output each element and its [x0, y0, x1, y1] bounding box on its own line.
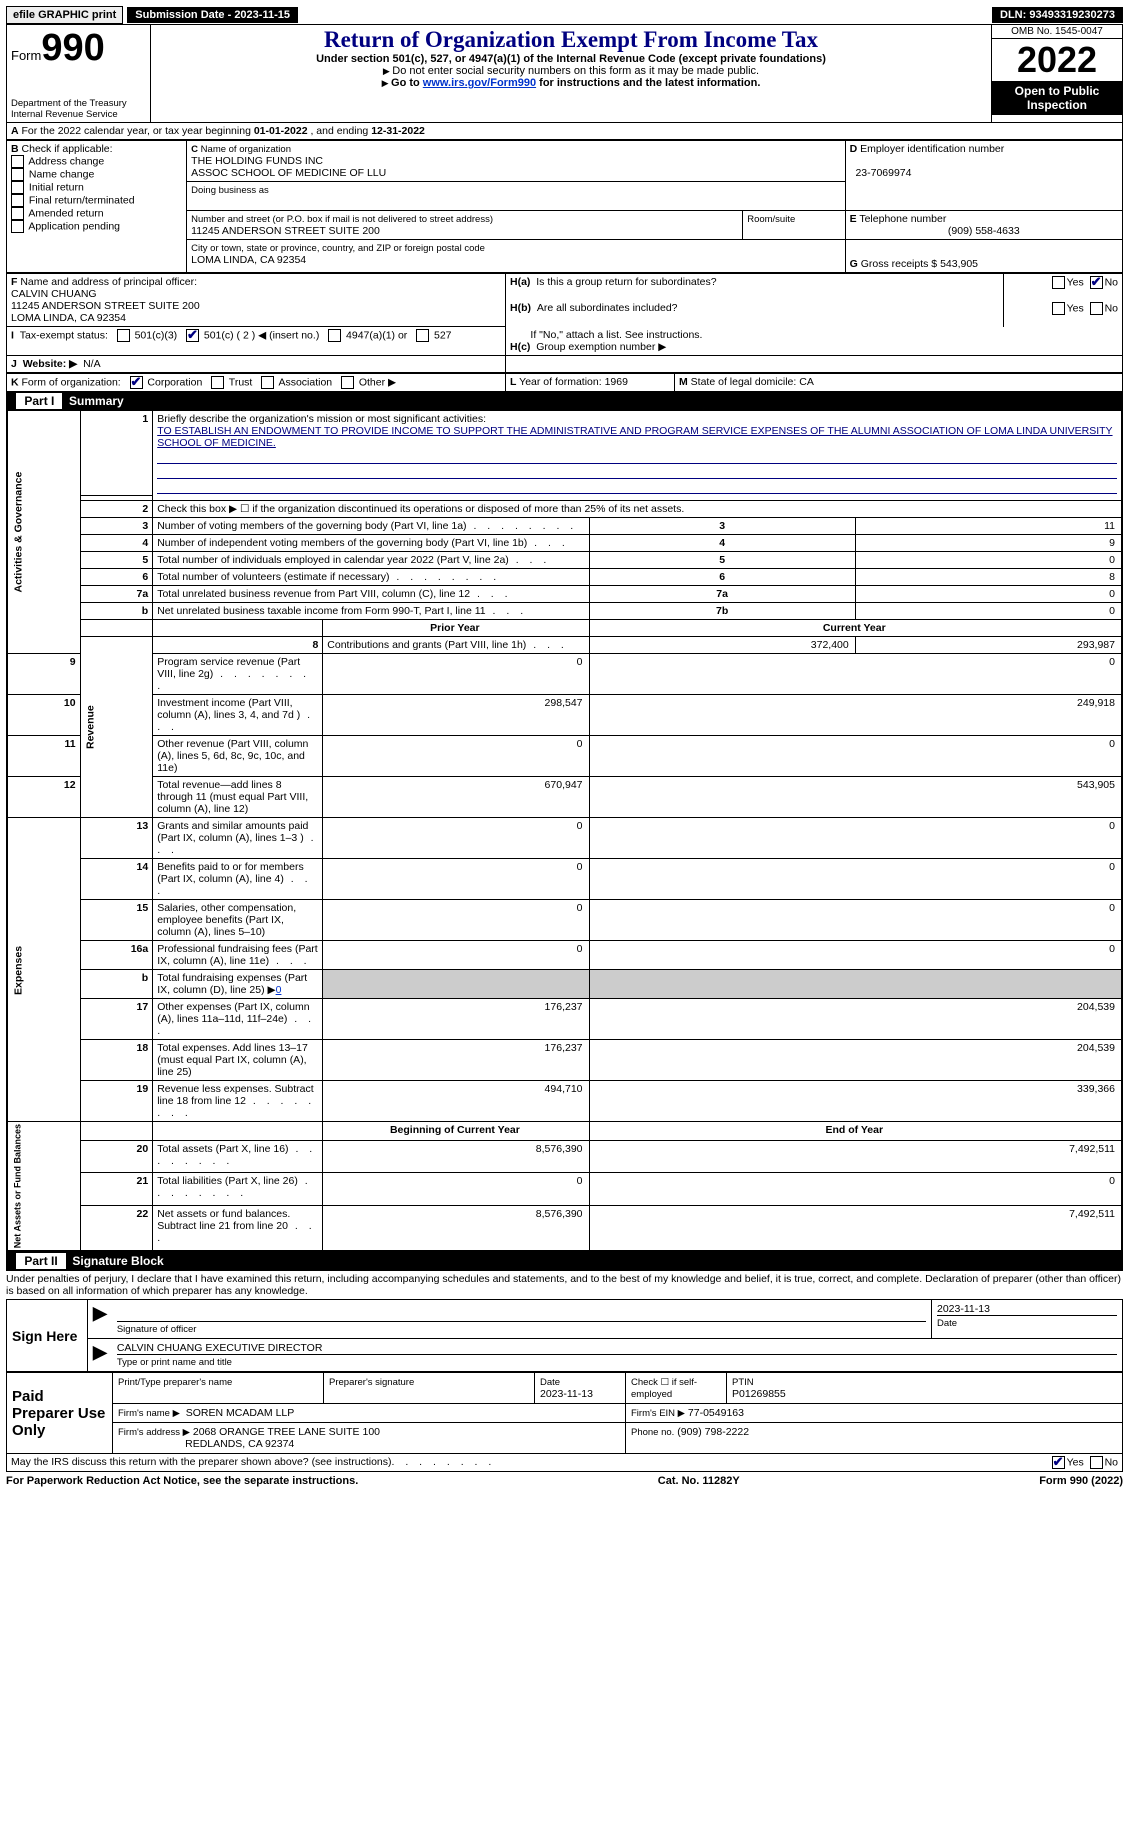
form-number: 990	[41, 27, 104, 69]
year-formation: 1969	[605, 376, 628, 388]
chk-final-return[interactable]: Final return/terminated	[29, 194, 135, 206]
city-state-zip: LOMA LINDA, CA 92354	[191, 254, 306, 266]
sig-date: 2023-11-13	[937, 1303, 990, 1315]
instructions-link-row: Go to www.irs.gov/Form990 for instructio…	[155, 77, 987, 89]
officer-addr2: LOMA LINDA, CA 92354	[11, 312, 126, 324]
paid-preparer-label: Paid Preparer Use Only	[7, 1373, 113, 1454]
gross-receipts: 543,905	[940, 258, 978, 270]
part-ii-header: Part II Signature Block	[6, 1252, 1123, 1271]
fundraising-link[interactable]: 0	[276, 984, 282, 996]
chk-initial-return[interactable]: Initial return	[29, 181, 84, 193]
klm-row: K Form of organization: Corporation Trus…	[6, 373, 1123, 392]
chk-name-change[interactable]: Name change	[29, 168, 94, 180]
ssn-warning: Do not enter social security numbers on …	[155, 65, 987, 77]
page-footer: For Paperwork Reduction Act Notice, see …	[6, 1472, 1123, 1487]
dept-treasury: Department of the Treasury	[11, 98, 146, 109]
signature-table: Sign Here ▶ Signature of officer 2023-11…	[6, 1299, 1123, 1372]
chk-application-pending[interactable]: Application pending	[28, 220, 120, 232]
irs-label: Internal Revenue Service	[11, 109, 146, 120]
firm-addr1: 2068 ORANGE TREE LANE SUITE 100	[193, 1426, 380, 1438]
identification-block: B Check if applicable: Address change Na…	[6, 140, 1123, 273]
firm-ein: 77-0549163	[688, 1407, 744, 1419]
section-net-assets: Net Assets or Fund Balances	[8, 1122, 81, 1251]
officer-block: F Name and address of principal officer:…	[6, 273, 1123, 373]
topbar: efile GRAPHIC print Submission Date - 20…	[6, 6, 1123, 24]
line-a: A For the 2022 calendar year, or tax yea…	[6, 123, 1123, 140]
form-label: Form	[11, 48, 41, 63]
submission-date: Submission Date - 2023-11-15	[127, 7, 298, 23]
chk-amended-return[interactable]: Amended return	[28, 207, 103, 219]
chk-address-change[interactable]: Address change	[28, 155, 104, 167]
sign-here-label: Sign Here	[7, 1300, 88, 1372]
tax-year: 2022	[992, 39, 1122, 81]
website: N/A	[83, 358, 101, 370]
telephone: (909) 558-4633	[850, 225, 1118, 237]
discuss-row: May the IRS discuss this return with the…	[6, 1454, 1123, 1472]
section-expenses: Expenses	[8, 818, 81, 1122]
irs-form990-link[interactable]: www.irs.gov/Form990	[423, 77, 536, 89]
org-name-2: ASSOC SCHOOL OF MEDICINE OF LLU	[191, 167, 386, 179]
officer-name-title: CALVIN CHUANG EXECUTIVE DIRECTOR	[117, 1342, 323, 1354]
section-revenue: Revenue	[80, 637, 153, 818]
efile-print-button[interactable]: efile GRAPHIC print	[6, 6, 123, 24]
penalties-statement: Under penalties of perjury, I declare th…	[6, 1271, 1123, 1299]
street-address: 11245 ANDERSON STREET SUITE 200	[191, 225, 380, 237]
open-to-public: Open to Public Inspection	[992, 81, 1122, 115]
firm-name: SOREN MCADAM LLP	[186, 1407, 295, 1419]
firm-addr2: REDLANDS, CA 92374	[185, 1438, 294, 1450]
ein-value: 23-7069974	[855, 167, 911, 179]
form-header: Form990 Department of the Treasury Inter…	[6, 24, 1123, 123]
officer-addr1: 11245 ANDERSON STREET SUITE 200	[11, 300, 200, 312]
summary-table: Activities & Governance 1 Briefly descri…	[7, 410, 1122, 1252]
mission-text: TO ESTABLISH AN ENDOWMENT TO PROVIDE INC…	[157, 425, 1112, 449]
ptin: P01269855	[732, 1388, 786, 1400]
officer-name: CALVIN CHUANG	[11, 288, 97, 300]
omb-number: OMB No. 1545-0047	[992, 25, 1122, 39]
org-name-1: THE HOLDING FUNDS INC	[191, 155, 323, 167]
state-domicile: CA	[799, 376, 814, 388]
firm-phone: (909) 798-2222	[677, 1426, 749, 1438]
paid-preparer-table: Paid Preparer Use Only Print/Type prepar…	[6, 1372, 1123, 1454]
dln: DLN: 93493319230273	[992, 7, 1123, 23]
section-governance: Activities & Governance	[8, 410, 81, 654]
form-subtitle: Under section 501(c), 527, or 4947(a)(1)…	[155, 53, 987, 65]
part-i-header: Part I Summary	[7, 392, 1122, 410]
form-title: Return of Organization Exempt From Incom…	[155, 27, 987, 53]
